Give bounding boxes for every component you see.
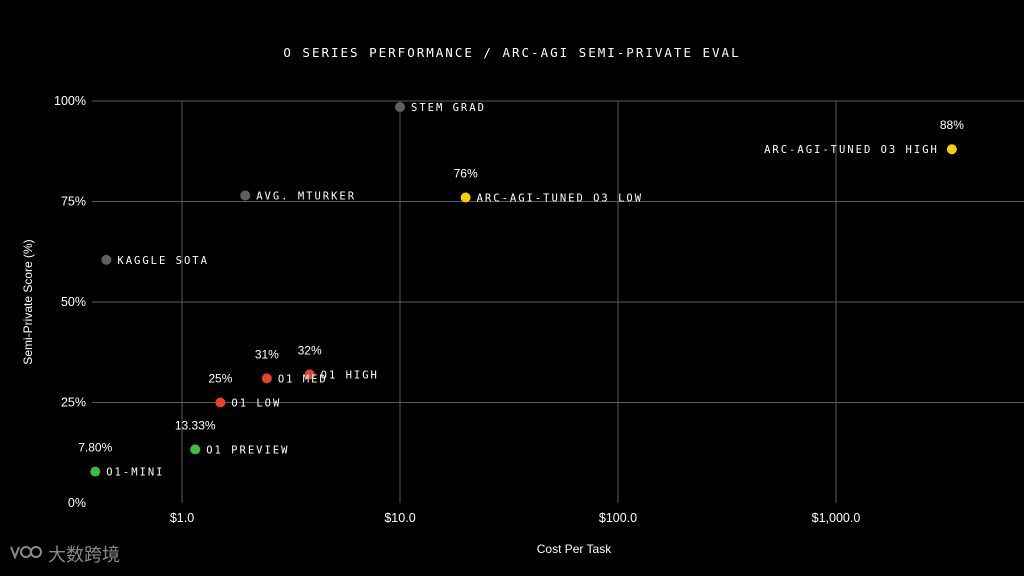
x-axis-label: Cost Per Task <box>537 542 612 556</box>
y-tick-label: 25% <box>61 396 86 410</box>
data-point <box>395 102 405 113</box>
point-label: O1 LOW <box>231 398 281 410</box>
grid <box>92 100 1024 503</box>
point-label: ARC-AGI-TUNED O3 LOW <box>477 192 643 204</box>
watermark: 大数跨境 <box>8 541 120 567</box>
y-tick-label: 0% <box>68 496 86 510</box>
point-label: STEM GRAD <box>411 102 486 114</box>
data-point <box>90 466 101 477</box>
point-value-label: 88% <box>940 118 964 132</box>
point-label: O1 HIGH <box>321 369 379 381</box>
y-tick-label: 50% <box>61 295 86 309</box>
data-point <box>101 254 112 265</box>
point-label: KAGGLE SOTA <box>117 255 209 267</box>
x-tick-label: $100.0 <box>599 511 637 525</box>
data-point <box>304 369 315 380</box>
data-point <box>240 190 251 201</box>
point-label: O1-MINI <box>106 467 164 479</box>
data-point <box>460 192 471 203</box>
y-tick-label: 100% <box>54 94 86 108</box>
point-value-label: 31% <box>255 347 279 361</box>
y-axis-label: Semi-Private Score (%) <box>21 239 35 364</box>
point-value-label: 76% <box>454 166 478 180</box>
point-value-label: 25% <box>208 372 232 386</box>
point-label: AVG. MTURKER <box>256 190 356 202</box>
y-tick-label: 75% <box>61 195 86 209</box>
points: STEM GRAD AVG. MTURKER KAGGLE SOTA ARC-AGI-… <box>78 102 964 479</box>
point-label: ARC-AGI-TUNED O3 HIGH <box>764 144 939 156</box>
x-tick-label: $1.0 <box>170 511 194 525</box>
chart-title: O SERIES PERFORMANCE / ARC-AGI SEMI-PRIV… <box>283 45 740 60</box>
ticks: 0% 25% 50% 75% 100% $1.0 $10.0 $100.0 $1,000.0 <box>54 94 860 525</box>
watermark-logo-icon <box>10 546 42 560</box>
data-point <box>190 444 201 455</box>
watermark-text: 大数跨境 <box>48 545 120 566</box>
point-value-label: 32% <box>298 343 322 357</box>
data-point <box>215 397 226 408</box>
x-tick-label: $10.0 <box>384 511 415 525</box>
x-tick-label: $1,000.0 <box>812 511 861 525</box>
point-label: O1 PREVIEW <box>206 444 289 456</box>
point-value-label: 13.33% <box>175 418 216 432</box>
data-point <box>261 373 272 384</box>
point-label: O1 MED <box>278 373 328 385</box>
point-value-label: 7.80% <box>78 441 112 455</box>
data-point <box>946 144 957 155</box>
